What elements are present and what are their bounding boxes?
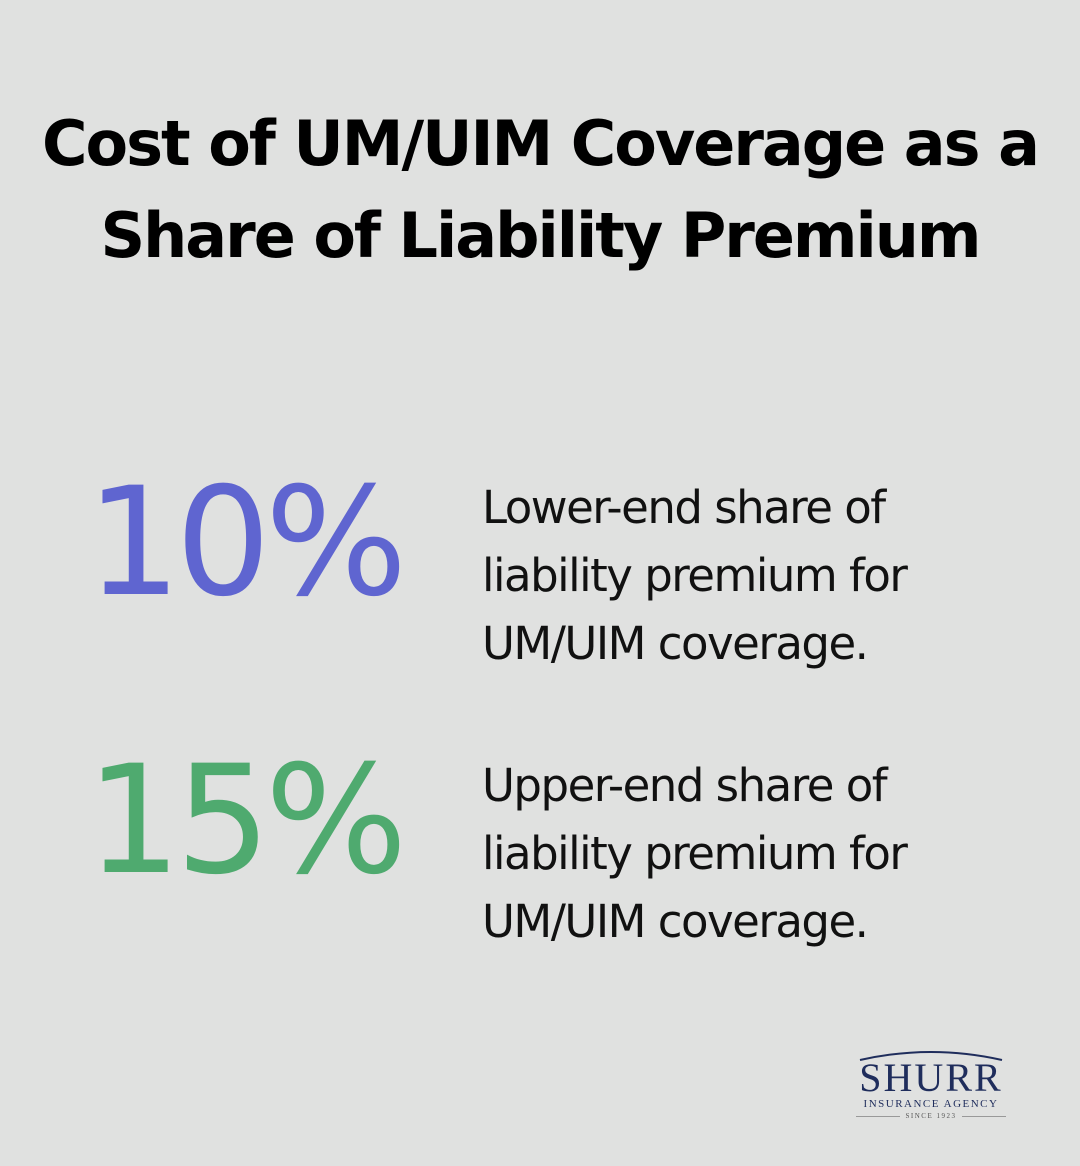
logo-since-text: SINCE 1923 xyxy=(905,1112,957,1120)
stat-value: 10% xyxy=(86,456,407,630)
divider xyxy=(855,1115,900,1117)
logo-since: SINCE 1923 xyxy=(848,1112,1014,1120)
stat-upper-end: 15% Upper-end share of liability premium… xyxy=(0,734,1080,948)
stat-description: Lower-end share of liability premium for… xyxy=(482,481,908,670)
stat-value: 15% xyxy=(86,734,407,908)
shurr-logo: SHURR INSURANCE AGENCY SINCE 1923 xyxy=(848,1046,1014,1126)
page-title: Cost of UM/UIM Coverage as a Share of Li… xyxy=(42,107,1040,272)
stat-description: Upper-end share of liability premium for… xyxy=(482,759,908,948)
logo-name: SHURR xyxy=(859,1055,1003,1100)
divider xyxy=(962,1115,1007,1117)
logo-subtitle: INSURANCE AGENCY xyxy=(863,1098,999,1110)
logo-arc-icon xyxy=(859,1051,1003,1061)
stat-lower-end: 10% Lower-end share of liability premium… xyxy=(0,456,1080,670)
